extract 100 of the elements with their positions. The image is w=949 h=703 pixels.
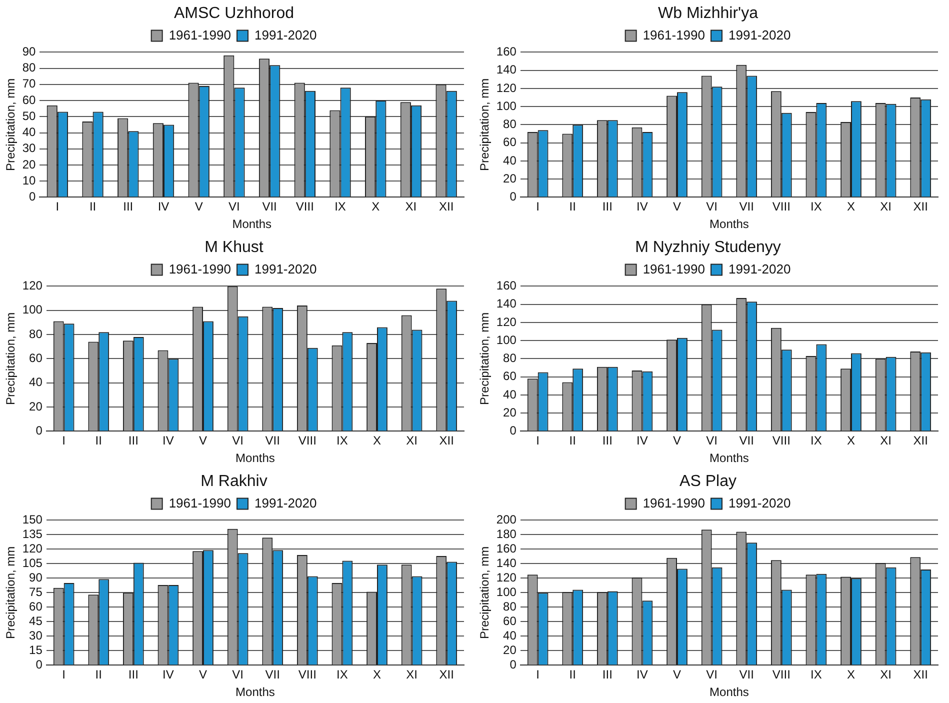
y-tick-label: 105 — [22, 556, 43, 570]
x-tick-label: X — [846, 200, 856, 214]
x-tick-label: IX — [810, 200, 822, 214]
y-axis-title: Precipitation, mm — [4, 546, 18, 640]
y-tick-label: 120 — [496, 80, 517, 95]
legend-label: 1991-2020 — [728, 495, 791, 510]
x-tick-label: VIII — [298, 668, 316, 682]
y-tick-label: 0 — [510, 658, 517, 672]
x-tick-label: IX — [334, 200, 346, 214]
x-tick-label: IV — [636, 434, 648, 448]
x-tick-label: I — [62, 668, 66, 682]
x-tick-label: VI — [706, 434, 718, 448]
x-tick-label: III — [602, 200, 612, 214]
chart-title: M Khust — [204, 239, 264, 256]
chart-title: M Nyzhniy Studenyy — [635, 239, 781, 256]
x-tick-label: XI — [880, 200, 892, 214]
y-tick-label: 100 — [496, 585, 517, 600]
x-tick-label: VIII — [772, 200, 790, 214]
x-tick-label: X — [372, 668, 382, 682]
legend-label: 1961-1990 — [168, 261, 232, 276]
x-tick-label: IV — [162, 434, 174, 448]
x-tick-label: IV — [636, 200, 648, 214]
y-tick-label: 160 — [496, 542, 517, 556]
y-tick-label: 140 — [496, 556, 517, 570]
x-tick-label: V — [673, 200, 682, 214]
y-tick-label: 135 — [22, 527, 43, 542]
y-tick-label: 60 — [29, 600, 43, 614]
x-tick-label: VI — [232, 434, 244, 448]
y-tick-label: 60 — [503, 614, 517, 628]
chart-title: Wb Mizhhir'ya — [658, 5, 758, 22]
y-tick-label: 30 — [22, 141, 36, 156]
y-tick-label: 80 — [22, 60, 36, 75]
x-tick-label: III — [128, 668, 138, 682]
x-tick-label: VI — [706, 200, 718, 214]
x-tick-label: IV — [162, 668, 174, 682]
y-tick-label: 20 — [22, 157, 36, 172]
y-tick-label: 75 — [29, 585, 43, 600]
x-tick-label: VII — [739, 434, 754, 448]
chart-title: AMSC Uzhhorod — [174, 5, 294, 22]
x-tick-label: VI — [706, 668, 718, 682]
x-axis-title: Months — [710, 685, 749, 700]
x-tick-label: XII — [439, 434, 454, 448]
y-tick-label: 80 — [503, 600, 517, 614]
x-tick-label: III — [602, 668, 612, 682]
y-tick-label: 40 — [503, 153, 517, 168]
y-tick-label: 0 — [36, 424, 43, 438]
y-axis-title: Precipitation, mm — [478, 78, 492, 172]
y-tick-label: 120 — [22, 278, 43, 293]
y-tick-label: 70 — [22, 76, 36, 91]
y-tick-label: 90 — [29, 570, 43, 585]
x-tick-label: VIII — [772, 434, 790, 448]
legend-label: 1991-2020 — [728, 27, 791, 42]
x-tick-label: IX — [810, 668, 822, 682]
y-tick-label: 0 — [510, 424, 517, 438]
y-tick-label: 80 — [503, 117, 517, 132]
y-tick-label: 20 — [503, 171, 517, 186]
x-axis-title: Months — [236, 451, 275, 466]
y-axis-title: Precipitation, mm — [478, 546, 492, 640]
y-tick-label: 140 — [496, 296, 517, 311]
x-tick-label: I — [56, 200, 60, 214]
x-axis-title: Months — [710, 217, 749, 232]
y-tick-label: 60 — [503, 135, 517, 150]
y-tick-label: 30 — [29, 628, 43, 643]
x-tick-label: XII — [913, 200, 928, 214]
x-tick-label: VII — [262, 200, 277, 214]
y-tick-label: 140 — [496, 62, 517, 77]
y-tick-label: 0 — [510, 190, 517, 204]
y-tick-label: 20 — [503, 405, 517, 420]
legend-label: 1991-2020 — [728, 261, 791, 276]
legend-label: 1961-1990 — [168, 495, 232, 510]
x-tick-label: II — [95, 434, 102, 448]
x-tick-label: I — [536, 200, 540, 214]
y-tick-label: 180 — [496, 527, 517, 542]
x-tick-label: I — [536, 434, 540, 448]
y-tick-label: 40 — [503, 628, 517, 643]
x-tick-label: VI — [228, 200, 240, 214]
y-tick-label: 90 — [22, 44, 36, 59]
y-axis-title: Precipitation, mm — [478, 312, 492, 406]
x-tick-label: V — [199, 668, 208, 682]
y-tick-label: 40 — [503, 387, 517, 402]
y-tick-label: 20 — [503, 643, 517, 658]
x-tick-label: V — [194, 200, 203, 214]
y-tick-label: 10 — [22, 173, 36, 188]
x-tick-label: II — [95, 668, 102, 682]
x-tick-label: XII — [438, 200, 454, 214]
legend-label: 1961-1990 — [642, 261, 706, 276]
x-tick-label: VI — [232, 668, 244, 682]
y-tick-label: 60 — [22, 92, 36, 107]
x-tick-label: II — [569, 434, 576, 448]
y-tick-label: 100 — [22, 302, 43, 317]
x-tick-label: III — [128, 434, 138, 448]
legend-label: 1961-1990 — [642, 495, 706, 510]
y-tick-label: 0 — [29, 190, 36, 204]
y-tick-label: 45 — [29, 614, 43, 628]
x-tick-label: XI — [406, 668, 418, 682]
x-tick-label: XI — [405, 200, 417, 214]
y-tick-label: 40 — [29, 375, 43, 390]
chart-title: AS Play — [680, 473, 736, 490]
x-tick-label: I — [62, 434, 66, 448]
x-tick-label: IX — [336, 434, 348, 448]
